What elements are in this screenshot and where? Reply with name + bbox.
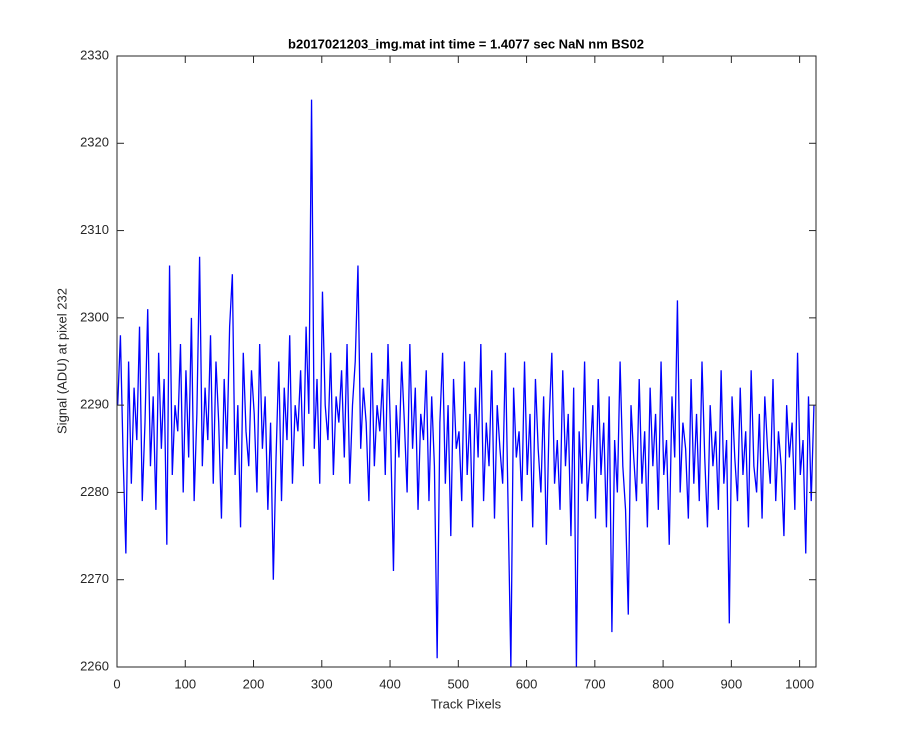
y-tick-label: 2330 [80,47,109,62]
x-tick-label: 700 [584,676,606,691]
x-tick-label: 500 [447,676,469,691]
plot-area [117,56,816,667]
x-tick-label: 1000 [785,676,814,691]
x-tick-label: 100 [174,676,196,691]
x-tick-label: 0 [113,676,120,691]
x-tick-label: 300 [311,676,333,691]
chart-title: b2017021203_img.mat int time = 1.4077 se… [288,36,644,51]
y-tick-label: 2260 [80,658,109,673]
x-tick-label: 400 [379,676,401,691]
y-tick-label: 2270 [80,571,109,586]
y-tick-label: 2280 [80,484,109,499]
y-tick-label: 2310 [80,222,109,237]
y-tick-label: 2320 [80,135,109,150]
x-tick-label: 800 [652,676,674,691]
axes-box [116,55,817,668]
y-tick-label: 2300 [80,309,109,324]
x-tick-label: 600 [516,676,538,691]
x-tick-label: 900 [721,676,743,691]
y-tick-label: 2290 [80,397,109,412]
data-line [117,99,815,668]
y-axis-label: Signal (ADU) at pixel 232 [54,288,69,434]
x-axis-label: Track Pixels [431,696,502,711]
x-tick-label: 200 [243,676,265,691]
